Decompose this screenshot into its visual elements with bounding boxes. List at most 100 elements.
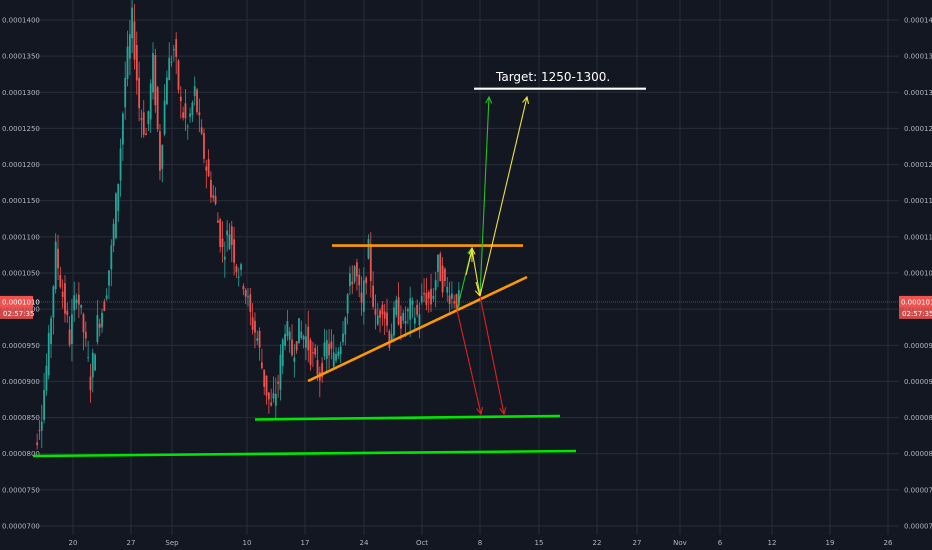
candle-body [196,89,198,113]
red-arrow-breakdown-1 [456,309,484,416]
candle-body [145,133,147,135]
candle-body [110,245,113,270]
candle-body [226,230,229,236]
candle-body [112,223,115,246]
candle-body [344,317,347,335]
candle-body [390,334,393,341]
candle-body [309,340,312,365]
candle-body [82,314,85,333]
candle-body [358,274,361,286]
candle-body [101,312,103,328]
y-tick-label-left: 0.0000700 [2,523,40,531]
red-arrow-breakdown-2-head [499,407,507,416]
candle-body [147,111,150,125]
x-axis: 20 27 Sep 10 17 24 Oct 8 15 22 27 Nov 6 12 19 26 [69,539,893,547]
candle-body [411,300,414,305]
candle-body [135,45,138,81]
candle-body [84,331,87,339]
candle-body [397,297,400,325]
x-tick-label: 10 [243,539,252,547]
candle-body [119,148,122,181]
candle-body [369,244,372,281]
red-arrow-breakdown-1-shaft [456,309,482,415]
candle-body [376,315,379,325]
y-tick-label-left: 0.0001200 [2,161,40,169]
candle-body [221,238,224,247]
candle-body [57,248,59,269]
candle-body [307,326,310,351]
candle-body [59,274,62,288]
candle-body [203,133,205,159]
candle-body [346,294,349,314]
candle-body [362,280,365,312]
candle-body [342,333,344,343]
candle-body [455,294,458,309]
candle-body [124,77,127,108]
candle-body [170,61,173,63]
price-tag-right-countdown: 02:57:35 [902,310,932,318]
candle-body [64,283,66,314]
x-tick-label: 8 [478,539,482,547]
candle-body [103,301,106,312]
price-tag-right-countdown-bg [899,307,932,319]
x-tick-label: Sep [165,539,179,547]
candle-body [316,360,319,375]
candle-body [270,402,273,406]
candle-body [284,333,286,346]
x-tick-label: 24 [360,539,369,547]
candle-body [98,323,101,328]
x-tick-label: 27 [127,539,136,547]
candle-body [108,270,110,286]
price-tag-left-price-bg [0,295,33,308]
candle-body [383,311,386,319]
y-tick-label-right: 0.0000950 [904,342,932,350]
candle-body [54,241,57,290]
yellow-arrow-target [479,95,530,297]
y-tick-label-right: 0.0001300 [904,89,932,97]
candle-body [404,320,407,324]
y-tick-label-right: 0.0000800 [904,450,932,458]
candle-body [66,310,69,316]
y-tick-label-right: 0.0000850 [904,414,932,422]
candle-body [300,331,303,338]
candle-body [138,77,141,109]
candle-body [75,299,78,303]
y-tick-label-left: 0.0001350 [2,53,40,61]
candle-body [230,226,233,245]
candle-body [233,239,235,263]
candle-body [189,113,191,117]
candle-body [161,145,164,169]
candle-body [441,265,444,293]
y-tick-label-right: 0.0001400 [904,17,932,25]
candle-body [228,234,231,250]
red-arrow-breakdown-1-head [476,407,484,416]
candle-body [453,301,456,304]
x-tick-label: 19 [826,539,835,547]
candle-body [254,320,256,333]
x-tick-label: 20 [69,539,78,547]
candle-body [314,347,317,355]
candle-body [68,329,71,345]
x-tick-label: 17 [301,539,310,547]
price-tag-right: 0.0001010 02:57:35 [899,295,932,319]
candle-body [156,87,159,130]
candle-body [386,312,388,326]
yellow-arrow-top [468,246,476,262]
y-axis-right: 0.0000700 0.0000750 0.0000800 0.0000850 0.00… [904,17,932,531]
candle-body [281,339,284,367]
candle-body [36,442,39,446]
y-tick-label-right: 0.0000900 [904,378,932,386]
candle-body [360,292,363,303]
candle-body [325,340,328,359]
candle-body [152,53,154,93]
candles [36,0,460,450]
candle-body [71,314,73,344]
y-tick-label-left: 0.0000950 [2,342,40,350]
candle-body [128,34,131,59]
candle-body [291,339,293,356]
candle-body [61,291,64,297]
candle-body [328,343,330,356]
support-line-lower [32,449,577,458]
y-tick-label-left: 0.0000900 [2,378,40,386]
